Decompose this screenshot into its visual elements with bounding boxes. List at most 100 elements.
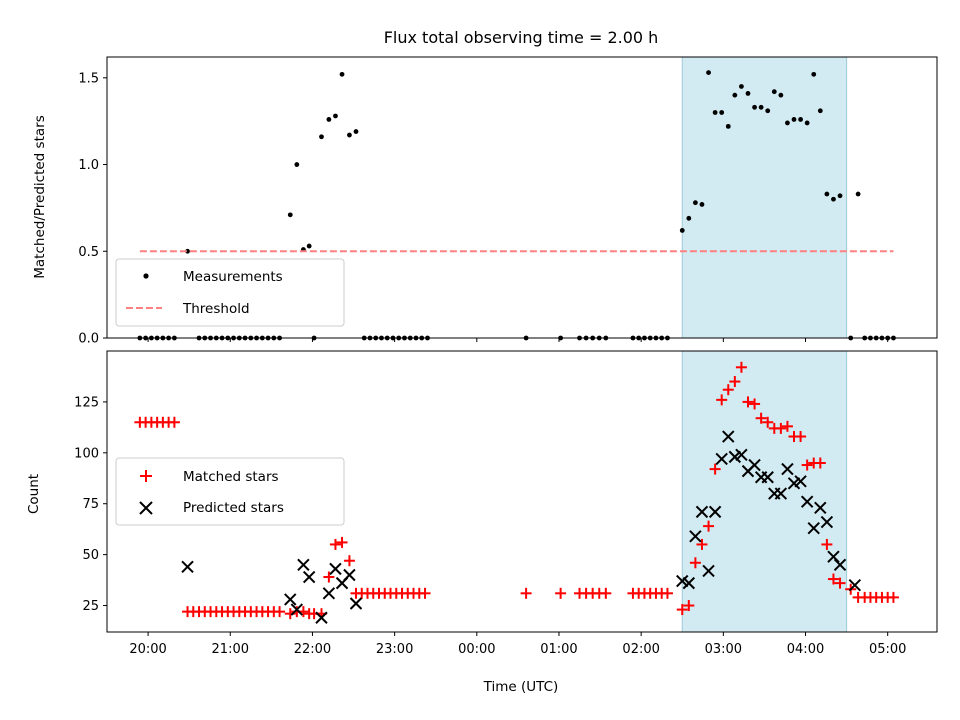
data-point xyxy=(343,555,355,567)
data-point xyxy=(798,117,803,122)
top-y-ticks: 0.0 0.5 1.0 1.5 xyxy=(78,71,107,347)
data-point xyxy=(715,452,728,466)
data-point xyxy=(837,193,843,199)
y-tick-label: 1.5 xyxy=(78,71,99,86)
data-point xyxy=(712,110,718,115)
data-point xyxy=(329,562,342,576)
data-point xyxy=(827,573,839,585)
data-point xyxy=(735,361,747,373)
data-point xyxy=(848,578,862,592)
data-point xyxy=(682,576,696,590)
data-point xyxy=(706,70,711,76)
data-point xyxy=(349,597,363,610)
data-point xyxy=(745,91,751,96)
data-point xyxy=(758,104,764,110)
data-point xyxy=(824,191,830,197)
data-point xyxy=(821,538,833,550)
data-point xyxy=(729,376,741,388)
top-panel: 0.0 0.5 1.0 1.5 Matched/Predicted stars Mea… xyxy=(32,56,938,347)
top-plot-frame xyxy=(106,56,938,339)
data-point xyxy=(833,558,847,572)
data-point xyxy=(302,570,316,584)
data-point xyxy=(762,416,774,428)
y-tick-label: 0.5 xyxy=(78,245,99,260)
bottom-legend: Matched stars Predicted stars xyxy=(115,457,345,526)
y-tick-label: 1.0 xyxy=(78,158,99,173)
data-point xyxy=(168,416,180,428)
data-point xyxy=(735,448,748,462)
y-tick-label: 50 xyxy=(82,548,99,563)
data-point xyxy=(827,550,840,563)
data-point xyxy=(339,71,345,77)
data-point xyxy=(290,603,304,616)
data-point xyxy=(755,412,767,424)
x-tick-label: 05:00 xyxy=(869,642,906,657)
data-point xyxy=(347,132,352,138)
data-point xyxy=(686,215,692,221)
top-series xyxy=(137,70,896,341)
x-tick-label: 03:00 xyxy=(705,642,742,657)
bottom-series xyxy=(134,361,899,624)
data-point xyxy=(343,568,356,582)
data-point xyxy=(702,564,715,578)
data-point xyxy=(181,560,194,574)
data-point xyxy=(732,92,738,98)
data-point xyxy=(801,459,813,471)
series-predicted-stars xyxy=(181,430,862,624)
data-point xyxy=(708,505,722,519)
data-point xyxy=(323,571,335,583)
data-point xyxy=(811,71,817,77)
data-point xyxy=(765,108,771,114)
data-point xyxy=(752,104,757,110)
data-point xyxy=(696,538,708,550)
data-point xyxy=(807,521,820,535)
top-legend-box xyxy=(115,258,345,327)
data-point xyxy=(781,420,793,432)
data-point xyxy=(329,538,341,550)
data-point xyxy=(814,501,827,514)
data-point xyxy=(600,587,612,599)
data-point xyxy=(804,120,810,126)
data-point xyxy=(306,243,312,249)
data-point xyxy=(725,123,731,129)
data-point xyxy=(719,110,725,115)
data-point xyxy=(716,394,728,406)
data-point xyxy=(661,587,673,599)
legend-matched-label: Matched stars xyxy=(183,469,279,485)
data-point xyxy=(887,591,899,603)
data-point xyxy=(742,396,754,408)
data-point xyxy=(336,536,348,548)
bottom-plot-frame xyxy=(106,350,938,633)
data-point xyxy=(555,587,567,599)
data-point xyxy=(419,587,431,599)
data-point xyxy=(689,557,701,569)
data-point xyxy=(689,530,702,543)
data-point xyxy=(722,384,734,396)
bottom-x-ticks: 20:00 21:00 22:00 23:00 00:00 01:00 02:00 03:00… xyxy=(129,632,906,657)
chart-title: Flux total observing time = 2.00 h xyxy=(384,28,659,47)
data-point xyxy=(709,463,721,475)
y-tick-label: 75 xyxy=(82,497,99,512)
x-tick-label: 23:00 xyxy=(376,642,413,657)
data-point xyxy=(287,212,293,218)
data-point xyxy=(520,587,532,599)
data-point xyxy=(322,587,336,600)
data-point xyxy=(749,398,761,410)
x-axis-label: Time (UTC) xyxy=(483,679,559,695)
x-tick-label: 04:00 xyxy=(787,642,824,657)
data-point xyxy=(333,113,338,119)
bottom-y-axis-label: Count xyxy=(26,474,42,514)
bottom-panel: 25 50 75 100 125 20:00 21:00 22:00 23:00 00:00 01… xyxy=(26,350,938,695)
data-point xyxy=(817,108,823,114)
legend-threshold-label: Threshold xyxy=(182,301,250,317)
bottom-y-ticks: 25 50 75 100 125 xyxy=(74,395,107,614)
y-tick-label: 100 xyxy=(74,446,99,461)
data-point xyxy=(771,89,777,95)
legend-measurements-label: Measurements xyxy=(183,269,283,285)
y-tick-label: 0.0 xyxy=(78,332,99,347)
data-point xyxy=(703,520,715,532)
data-point xyxy=(791,117,797,122)
data-point xyxy=(781,462,794,476)
x-tick-label: 20:00 xyxy=(129,642,166,657)
data-point xyxy=(294,162,300,167)
